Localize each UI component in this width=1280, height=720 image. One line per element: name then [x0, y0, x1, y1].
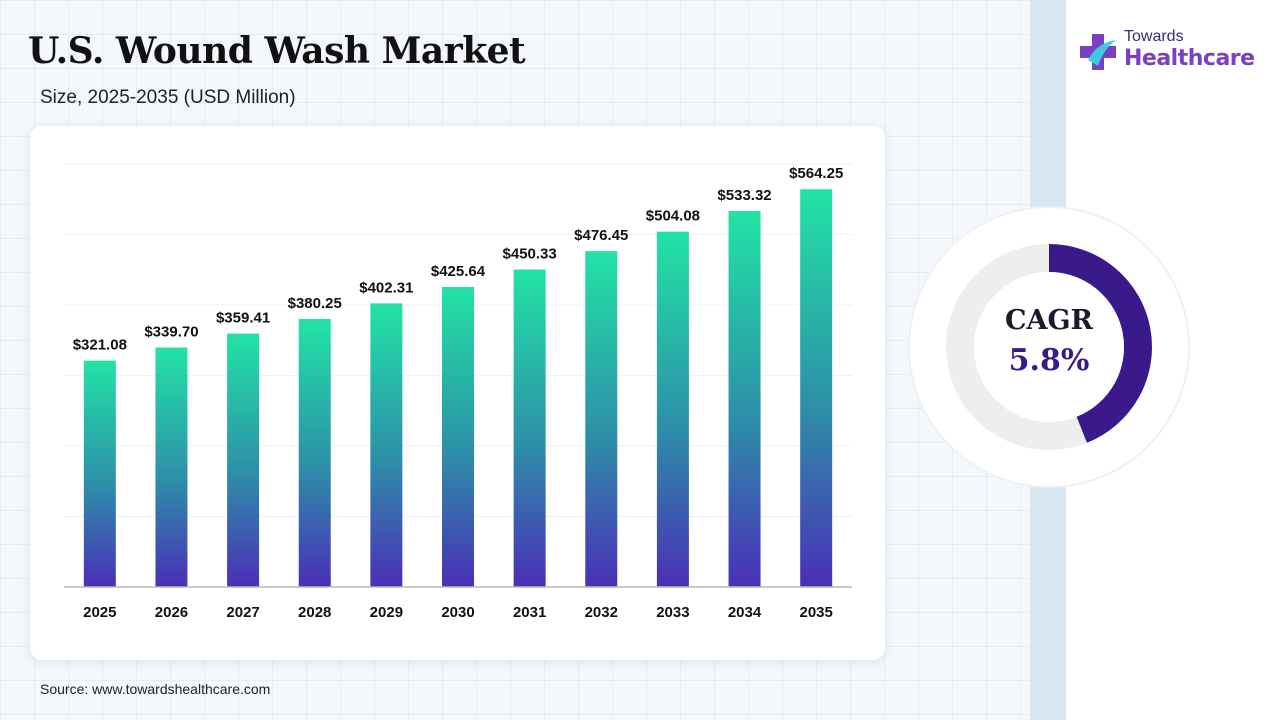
cagr-ring [908, 206, 1190, 488]
data-label-2034: $533.32 [717, 187, 771, 204]
tick-label-2033: 2033 [656, 604, 689, 621]
data-label-2030: $425.64 [431, 263, 486, 280]
chart-data-labels: $321.08 $339.70 $359.41 $380.25 $402.31 $425.… [73, 165, 844, 353]
chart-card: $321.08 $339.70 $359.41 $380.25 $402.31 $425.… [30, 126, 885, 660]
bar-2034 [728, 211, 761, 587]
bar-2033 [656, 231, 689, 587]
x-axis-tick-labels: 2025 2026 2027 2028 2029 2030 2031 2032 2033 2034… [83, 604, 833, 621]
bar-2028 [298, 318, 331, 587]
bar-2035 [800, 189, 833, 588]
page-subtitle: Size, 2025-2035 (USD Million) [40, 87, 296, 108]
tick-label-2035: 2035 [799, 604, 832, 621]
bar-2029 [370, 303, 403, 587]
bar-2025 [83, 360, 116, 587]
tick-label-2026: 2026 [155, 604, 188, 621]
bar-2032 [585, 251, 618, 587]
data-label-2031: $450.33 [503, 246, 557, 263]
brand-logo[interactable]: Towards Healthcare [1080, 26, 1260, 80]
data-label-2027: $359.41 [216, 310, 270, 327]
tick-label-2034: 2034 [728, 604, 762, 621]
medical-cross-icon [1080, 34, 1116, 70]
logo-text-main: Healthcare [1124, 46, 1255, 71]
tick-label-2027: 2027 [226, 604, 259, 621]
cagr-label: CAGR [1005, 305, 1093, 336]
tick-label-2032: 2032 [585, 604, 618, 621]
chart-bars [83, 189, 833, 588]
cagr-ring-arc [1048, 244, 1152, 443]
bar-chart: $321.08 $339.70 $359.41 $380.25 $402.31 $425.… [64, 163, 852, 621]
bar-2030 [442, 286, 474, 587]
data-label-2032: $476.45 [574, 227, 628, 244]
tick-label-2031: 2031 [513, 604, 546, 621]
tick-label-2029: 2029 [370, 604, 403, 621]
tick-label-2025: 2025 [83, 604, 116, 621]
data-label-2035: $564.25 [789, 165, 843, 182]
bar-2031 [513, 269, 546, 587]
bar-2027 [227, 333, 260, 587]
tick-label-2030: 2030 [441, 604, 474, 621]
data-label-2026: $339.70 [144, 324, 198, 341]
logo-text-top: Towards [1124, 28, 1184, 45]
page-title: U.S. Wound Wash Market [28, 30, 526, 72]
data-label-2025: $321.08 [73, 337, 127, 354]
cagr-donut: CAGR 5.8% [907, 205, 1191, 489]
tick-label-2028: 2028 [298, 604, 331, 621]
data-label-2028: $380.25 [288, 295, 342, 312]
cagr-value: 5.8% [1008, 343, 1090, 378]
source-note: Source: www.towardshealthcare.com [40, 681, 271, 697]
bar-2026 [155, 347, 188, 587]
data-label-2029: $402.31 [359, 279, 413, 296]
data-label-2033: $504.08 [646, 208, 700, 225]
